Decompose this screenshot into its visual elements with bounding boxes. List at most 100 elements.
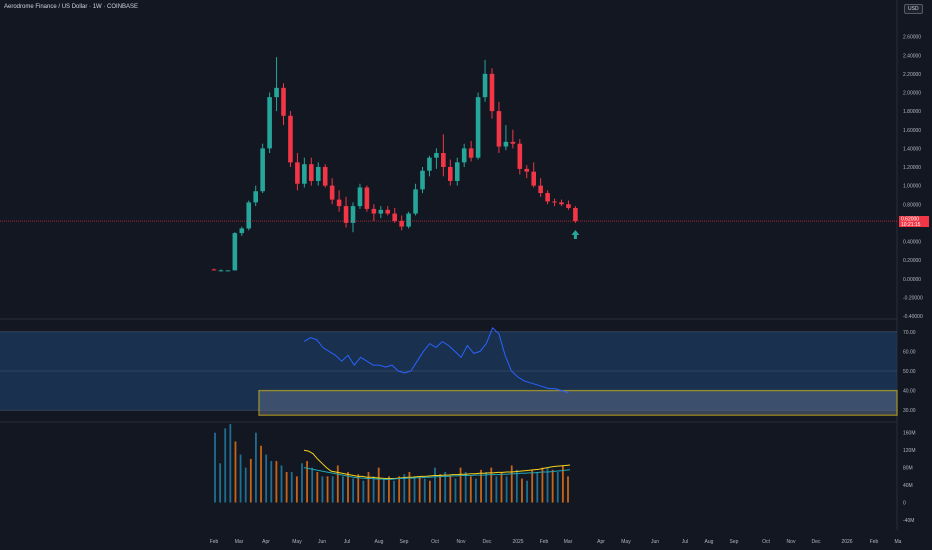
volume-bar [531, 469, 534, 503]
highlight-rectangle [258, 389, 898, 416]
volume-bar [475, 478, 477, 503]
candle-body [524, 168, 530, 172]
candle-body [329, 185, 335, 200]
volume-tick-label: 120M [903, 448, 916, 454]
volume-bar [224, 428, 227, 503]
rsi-band [0, 331, 898, 416]
rsi-tick-label: 50.00 [903, 369, 916, 375]
time-axis-label: Nov [787, 539, 796, 545]
price-tick-label: -0.20000 [903, 295, 923, 301]
time-axis-label: Feb [540, 539, 549, 545]
candle-body [385, 209, 391, 214]
volume-ma-teal [303, 467, 571, 480]
currency-button[interactable]: USD [904, 4, 923, 14]
buy-arrow-icon [571, 230, 580, 240]
volume-bar [541, 467, 544, 503]
candle-body [281, 87, 286, 116]
volume-bar [536, 472, 539, 503]
volume-bar [260, 445, 262, 503]
price-tick-label: 0.20000 [903, 258, 921, 264]
time-axis-label: Jul [682, 539, 688, 545]
volume-bar [362, 480, 365, 503]
volume-bar [413, 476, 416, 503]
volume-bar [372, 476, 375, 503]
candle-body [482, 73, 488, 98]
volume-bar [331, 476, 334, 503]
candle-body [336, 199, 342, 207]
volume-bar [229, 424, 232, 503]
candle-body [413, 189, 418, 214]
volume-bar [423, 478, 426, 503]
volume-bar [265, 454, 268, 503]
time-axis-label: 2026 [841, 539, 852, 545]
volume-bar [480, 469, 482, 503]
candle-body [552, 201, 557, 203]
candle-body [350, 206, 356, 223]
candle-body [315, 167, 321, 181]
volume-tick-label: 80M [903, 466, 913, 472]
candle-body [545, 193, 550, 202]
chart-title: Aerodrome Finance / US Dollar · 1W · COI… [4, 4, 139, 10]
candle-body [399, 221, 404, 227]
volume-bar [244, 467, 247, 503]
axes: 2.60000 2.40000 2.20000 2.00000 1.80000 1.600… [210, 35, 929, 545]
time-axis-label: Oct [431, 539, 439, 545]
candle-body [448, 167, 453, 181]
volume-bar [357, 474, 360, 503]
volume-bar [469, 476, 472, 503]
time-axis-label: Dec [483, 539, 492, 545]
volume-bar [505, 476, 508, 503]
volume-bar [255, 432, 257, 503]
time-axis-label: Sep [730, 539, 739, 545]
volume-ma-yellow [303, 449, 571, 479]
volume-bar [439, 474, 442, 503]
price-tick-label: 2.60000 [903, 35, 921, 41]
candle-body [357, 187, 363, 207]
volume-bar [219, 463, 222, 503]
rsi-tick-label: 30.00 [903, 408, 916, 414]
candle-body [406, 213, 411, 227]
last-price-countdown: 10:21:15 [901, 222, 921, 228]
volume-bar [377, 467, 380, 503]
volume-bar [500, 472, 503, 503]
candle-body [566, 204, 571, 208]
volume-bar [490, 467, 493, 503]
last-price-value: 0.62000 [901, 217, 919, 223]
volume-bar [290, 472, 293, 503]
candle-body [468, 148, 474, 158]
candle-body [302, 164, 307, 184]
price-tick-label: 0.40000 [903, 240, 921, 246]
time-axis-label: Jun [318, 539, 326, 545]
time-axis-label: Mar [235, 539, 244, 545]
volume-tick-label: 40M [903, 483, 913, 489]
time-axis-label: Dec [812, 539, 821, 545]
rsi-tick-label: 70.00 [903, 330, 916, 336]
volume-bar [556, 472, 559, 503]
volume-bar [249, 458, 252, 503]
candle-body [378, 209, 384, 214]
candle-body [246, 202, 252, 229]
volume-bar [449, 476, 452, 503]
volume-bar [214, 432, 216, 503]
volume-bar [347, 472, 349, 503]
time-axis-label: Apr [597, 539, 605, 545]
grid-lines [0, 0, 898, 530]
last-price-tag [899, 216, 929, 228]
candle-body [232, 233, 238, 271]
volume-bar [521, 478, 523, 503]
time-axis-label: May [292, 539, 302, 545]
candle-body [309, 164, 314, 181]
candle-body [322, 167, 328, 186]
time-axis-label: Oct [762, 539, 770, 545]
price-tick-label: 0.80000 [903, 202, 921, 208]
volume-tick-label: 0 [903, 501, 906, 507]
volume-bar [495, 476, 498, 503]
time-axis-label: Feb [210, 539, 219, 545]
volume-bar [295, 476, 298, 503]
volume-bar [367, 472, 370, 503]
volume-bar [275, 461, 278, 503]
time-axis-label: Jun [651, 539, 659, 545]
price-tick-label: 0.00000 [903, 277, 921, 283]
candle-body [475, 97, 481, 158]
